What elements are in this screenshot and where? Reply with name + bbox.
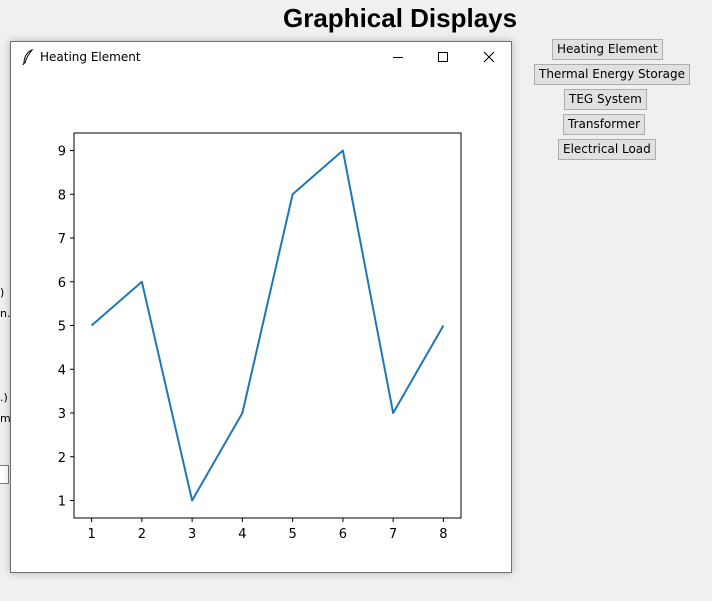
y-tick-label: 9 xyxy=(58,145,66,160)
maximize-icon xyxy=(438,52,448,62)
x-tick-label: 7 xyxy=(389,527,397,542)
plot-frame xyxy=(73,132,462,519)
heating-element-button[interactable]: Heating Element xyxy=(552,39,663,60)
x-tick-label: 8 xyxy=(439,527,447,542)
x-tick-label: 4 xyxy=(238,527,246,542)
y-tick-label: 4 xyxy=(58,363,66,378)
x-tick-label: 5 xyxy=(288,527,296,542)
feather-icon xyxy=(22,49,34,65)
x-tick-label: 3 xyxy=(188,527,196,542)
x-tick-label: 1 xyxy=(87,527,95,542)
minimize-button[interactable] xyxy=(375,42,421,72)
y-tick-label: 5 xyxy=(58,320,66,335)
heating-element-window: Heating Element 1 2 3 4 5 6 7 8 1 2 3 4 5 6 7 8 9 xyxy=(10,41,512,573)
minimize-icon xyxy=(393,57,403,58)
transformer-button[interactable]: Transformer xyxy=(563,114,646,135)
y-tick-label: 3 xyxy=(58,407,66,422)
close-button[interactable] xyxy=(466,42,512,72)
y-tick-label: 2 xyxy=(58,451,66,466)
y-tick-label: 1 xyxy=(58,495,66,510)
y-tick-label: 8 xyxy=(58,188,66,203)
y-tick-label: 7 xyxy=(58,232,66,247)
electrical-load-button[interactable]: Electrical Load xyxy=(558,139,656,160)
background-entry-field[interactable] xyxy=(0,465,9,484)
window-title: Heating Element xyxy=(40,50,141,64)
close-icon xyxy=(483,51,495,63)
window-titlebar[interactable]: Heating Element xyxy=(11,42,511,72)
line-chart: 1 2 3 4 5 6 7 8 1 2 3 4 5 6 7 8 9 xyxy=(58,132,462,542)
thermal-energy-storage-button[interactable]: Thermal Energy Storage xyxy=(534,64,691,85)
teg-system-button[interactable]: TEG System xyxy=(564,89,647,110)
x-tick-label: 2 xyxy=(138,527,146,542)
background-label-fragment: ) xyxy=(0,286,5,299)
y-tick-label: 6 xyxy=(58,276,66,291)
maximize-button[interactable] xyxy=(420,42,466,72)
x-tick-label: 6 xyxy=(339,527,347,542)
background-label-fragment: .) xyxy=(0,391,8,404)
series-line xyxy=(90,149,445,502)
page-title: Graphical Displays xyxy=(283,3,518,33)
